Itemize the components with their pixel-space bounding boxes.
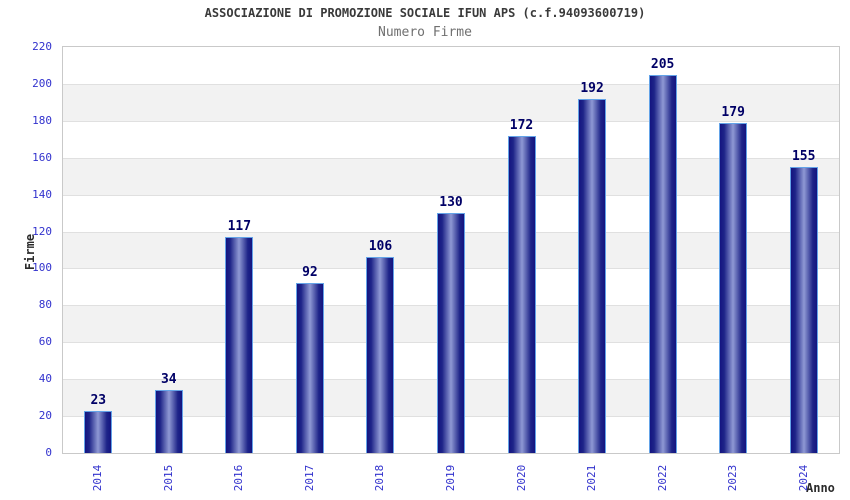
y-tick-label: 40	[38, 372, 52, 386]
bar-2022	[648, 74, 677, 453]
bar-2018	[366, 257, 395, 453]
x-tick-label: 2024	[796, 464, 810, 492]
x-tick-label: 2014	[91, 464, 105, 492]
y-tick-label: 220	[32, 40, 52, 53]
bar-2021	[578, 98, 607, 453]
y-tick-label: 140	[32, 187, 52, 201]
bar-value-label: 205	[650, 56, 675, 72]
x-tick-label: 2021	[585, 464, 599, 492]
plot-band	[63, 157, 839, 195]
x-tick-label: 2016	[232, 464, 246, 492]
plot-band	[63, 47, 839, 84]
bar-value-label: 172	[509, 117, 534, 133]
x-tick-label: 2019	[444, 464, 457, 492]
bar-value-label: 192	[580, 80, 604, 96]
gridline	[63, 83, 839, 85]
y-tick-label: 0	[45, 446, 52, 459]
bar-2023	[719, 122, 748, 453]
plot-area: 23 34 117 92 106 130 172 192 205 179 155	[62, 46, 840, 454]
bar-2024	[789, 166, 818, 453]
x-tick-label: 2020	[514, 464, 528, 492]
plot-band	[63, 120, 839, 158]
bar-value-label: 106	[368, 239, 393, 255]
y-tick-label: 20	[38, 409, 52, 423]
bar-value-label: 92	[302, 265, 318, 281]
bar-2020	[507, 135, 536, 453]
bar-value-label: 34	[160, 372, 177, 388]
bar-value-label: 23	[90, 392, 107, 408]
plot-band	[63, 83, 839, 121]
chart-subtitle: Numero Firme	[378, 25, 472, 40]
x-tick-label: 2022	[655, 464, 669, 492]
y-tick-label: 100	[32, 261, 52, 275]
x-axis-title: Anno	[806, 481, 835, 495]
bar-2019	[437, 213, 465, 453]
bar-value-label: 155	[791, 148, 816, 164]
y-tick-label: 60	[38, 335, 52, 349]
chart-title: ASSOCIAZIONE DI PROMOZIONE SOCIALE IFUN …	[204, 6, 646, 20]
bar-value-label: 130	[439, 195, 463, 211]
gridline	[63, 157, 839, 159]
bar-value-label: 117	[227, 219, 252, 235]
x-tick-label: 2018	[373, 464, 387, 492]
bar-2014	[84, 410, 113, 453]
y-tick-label: 80	[38, 298, 52, 312]
x-tick-label: 2023	[726, 464, 740, 492]
x-tick-label: 2015	[161, 464, 175, 492]
bar-2015	[154, 390, 183, 453]
gridline	[63, 194, 839, 196]
y-tick-label: 120	[32, 224, 52, 238]
bar-2017	[295, 283, 324, 453]
bar-value-label: 179	[721, 104, 745, 120]
y-tick-label: 180	[32, 113, 52, 127]
bar-2016	[225, 237, 254, 453]
x-tick-label: 2017	[302, 464, 316, 492]
gridline	[63, 120, 839, 122]
y-tick-label: 160	[32, 150, 52, 164]
y-tick-label: 200	[32, 76, 52, 90]
